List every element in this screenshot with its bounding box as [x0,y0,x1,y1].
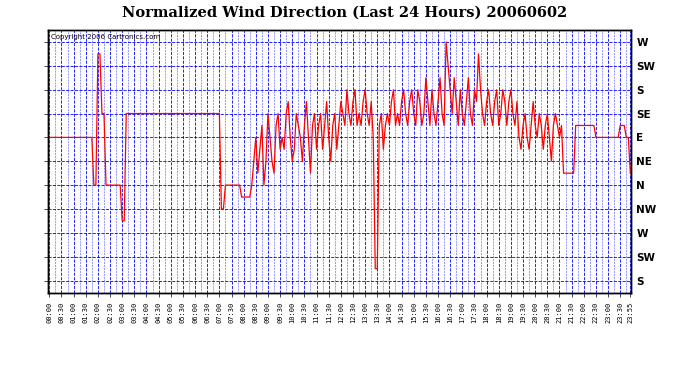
Text: Copyright 2006 Cartronics.com: Copyright 2006 Cartronics.com [51,34,160,40]
Text: Normalized Wind Direction (Last 24 Hours) 20060602: Normalized Wind Direction (Last 24 Hours… [122,6,568,20]
